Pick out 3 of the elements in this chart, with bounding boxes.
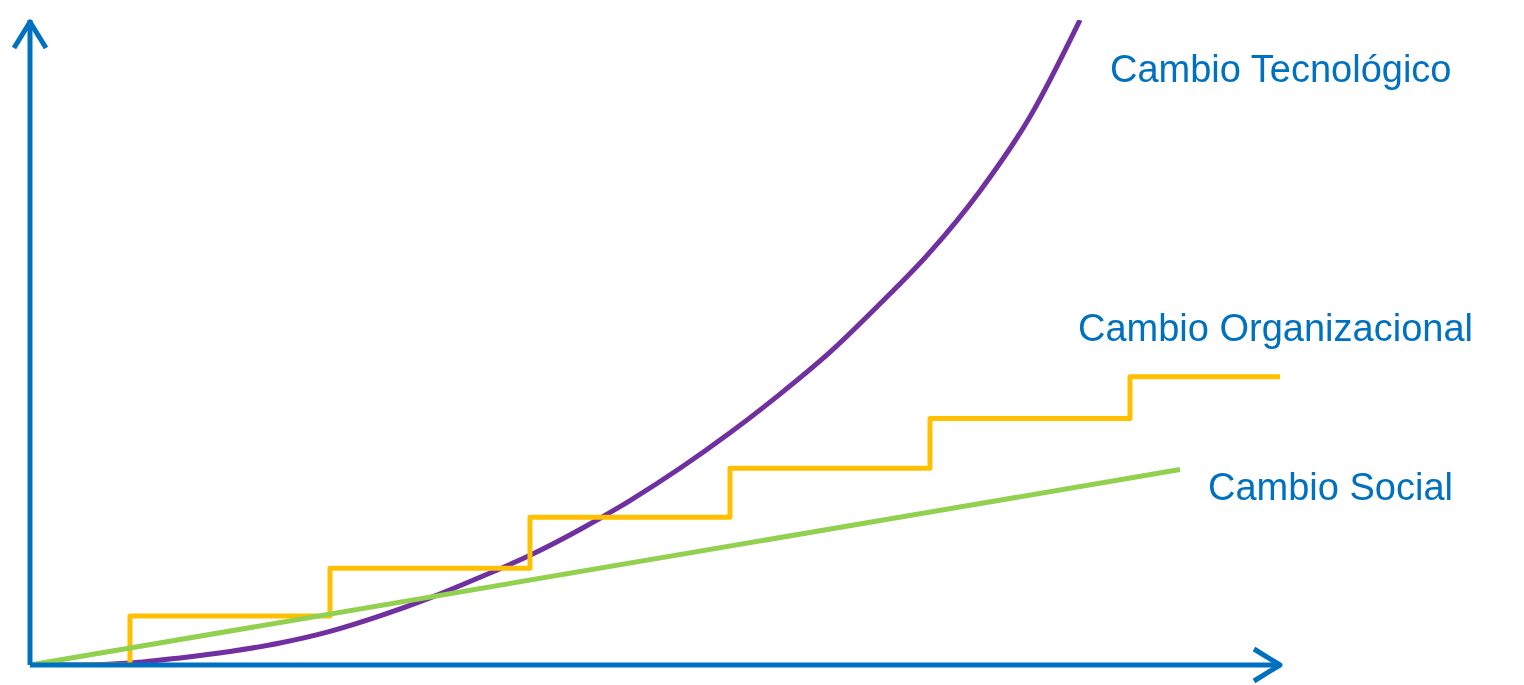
series-label: Cambio Organizacional <box>1078 306 1473 349</box>
series-label: Cambio Tecnológico <box>1110 48 1452 90</box>
series-label: Cambio Social <box>1208 465 1453 508</box>
